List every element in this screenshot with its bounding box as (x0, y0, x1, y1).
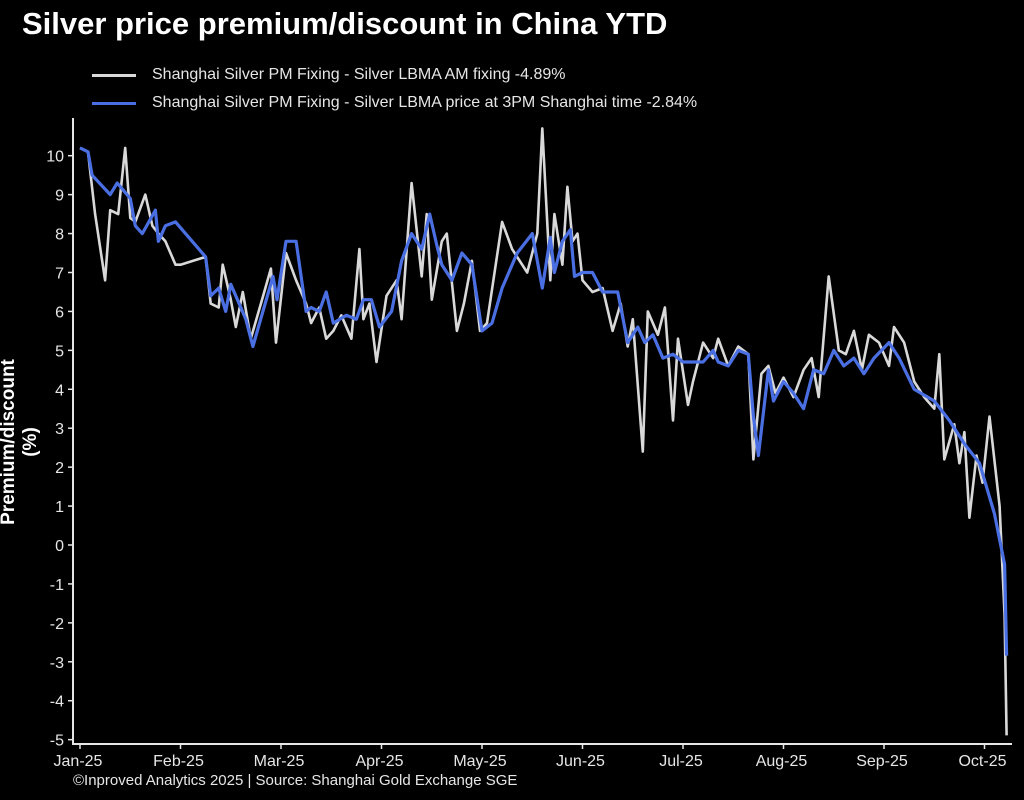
y-tick-label: -1 (50, 577, 64, 594)
y-tick-label: 6 (55, 304, 64, 321)
y-tick-label: -5 (50, 733, 64, 750)
x-tick-label: May-25 (453, 753, 506, 770)
y-tick-label: 10 (46, 149, 64, 166)
legend-swatch-blue (92, 101, 136, 105)
legend-item-am-fixing: Shanghai Silver PM Fixing - Silver LBMA … (92, 66, 566, 84)
x-tick-label: Apr-25 (355, 753, 403, 770)
legend-label: Shanghai Silver PM Fixing - Silver LBMA … (152, 94, 698, 111)
series-line-3pm-price (79, 146, 1009, 656)
legend-swatch-white (92, 73, 136, 77)
x-tick-label: Oct-25 (958, 753, 1006, 770)
chart-title: Silver price premium/discount in China Y… (22, 6, 668, 41)
y-tick-label: -2 (50, 616, 64, 633)
y-tick-label: -3 (50, 655, 64, 672)
y-tick-label: -4 (50, 694, 64, 711)
series-line-am-fixing (79, 127, 1008, 736)
y-tick-label: 9 (55, 188, 64, 205)
y-tick-label: 7 (55, 265, 64, 282)
x-tick-label: Mar-25 (254, 753, 305, 770)
y-tick-label: 1 (55, 499, 64, 516)
x-tick-label: Jul-25 (659, 753, 703, 770)
y-tick-label: 4 (55, 382, 64, 399)
x-tick-label: Aug-25 (756, 753, 808, 770)
legend-item-3pm-price: Shanghai Silver PM Fixing - Silver LBMA … (92, 94, 697, 112)
x-tick-label: Feb-25 (153, 753, 204, 770)
y-tick-label: 5 (55, 343, 64, 360)
source-footer: ©Inproved Analytics 2025 | Source: Shang… (73, 772, 518, 789)
x-tick-label: Sep-25 (856, 753, 908, 770)
x-tick-label: Jun-25 (556, 753, 605, 770)
y-tick-label: 0 (55, 538, 64, 555)
y-tick-label: 2 (55, 460, 64, 477)
y-tick-label: 3 (55, 421, 64, 438)
y-tick-label: 8 (55, 227, 64, 244)
legend-label: Shanghai Silver PM Fixing - Silver LBMA … (152, 66, 566, 83)
x-tick-label: Jan-25 (54, 753, 103, 770)
